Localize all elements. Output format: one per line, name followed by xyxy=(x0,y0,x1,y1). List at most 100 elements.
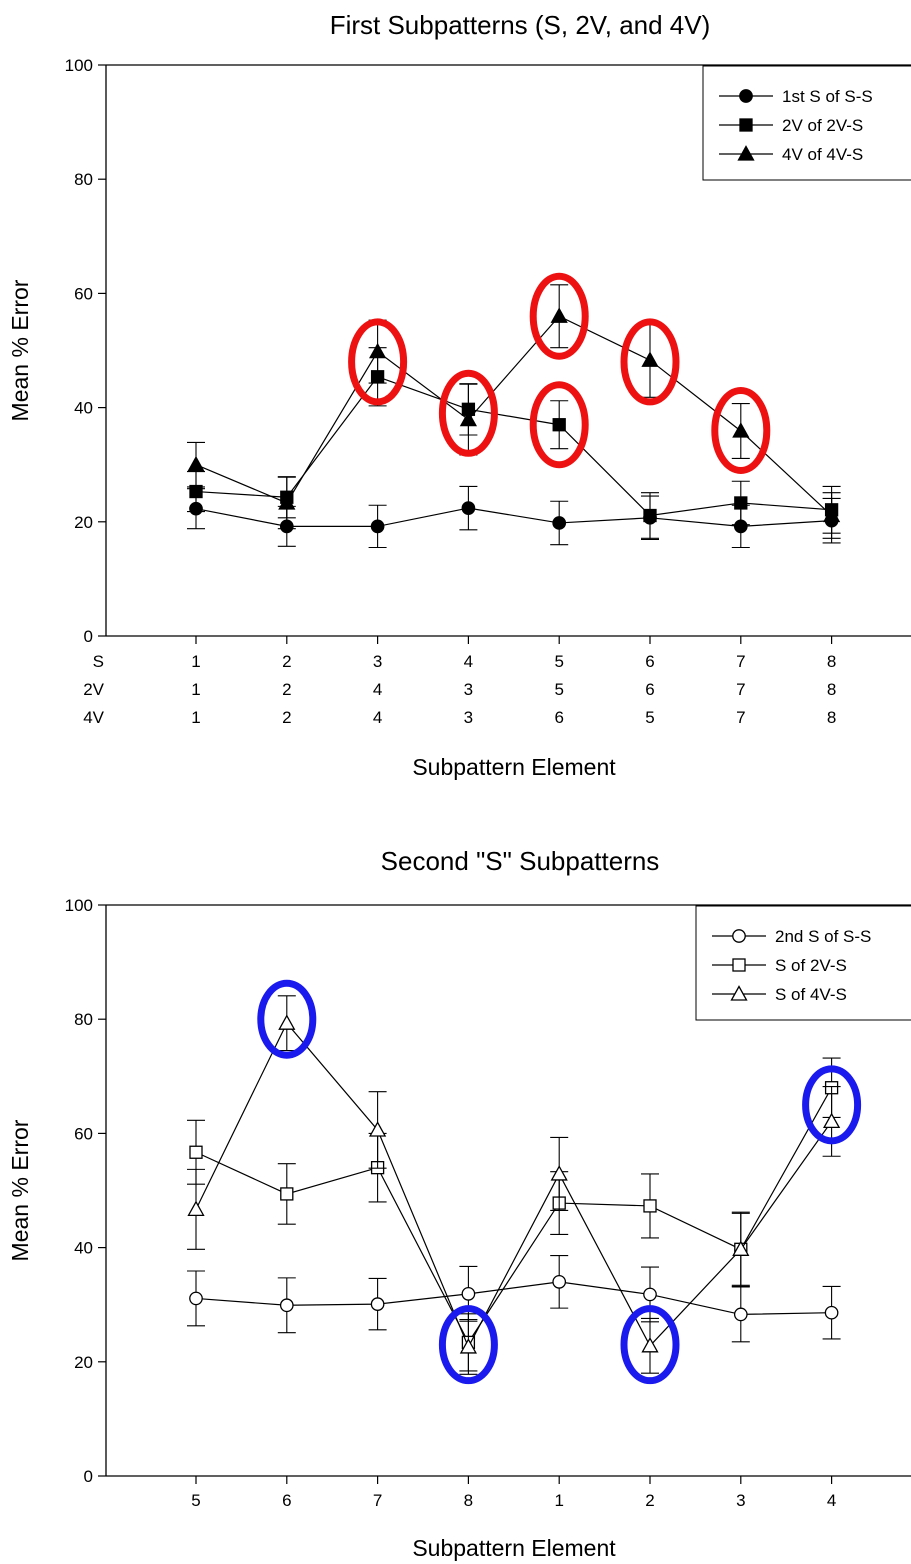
data-point-marker xyxy=(734,496,748,510)
data-point-marker xyxy=(278,1014,296,1030)
series-2 xyxy=(187,1057,841,1372)
highlight-ellipse xyxy=(620,318,680,406)
data-point-marker xyxy=(368,342,387,359)
x-tick-label: 8 xyxy=(464,1491,473,1510)
data-point-marker xyxy=(733,1307,748,1322)
legend-label: 4V of 4V-S xyxy=(782,145,863,164)
x-tick-label: 1 xyxy=(191,652,200,671)
highlight-ellipse xyxy=(529,272,589,360)
data-point-marker xyxy=(822,506,841,523)
x-tick-label: 5 xyxy=(191,1491,200,1510)
legend-marker xyxy=(732,958,746,972)
series-line xyxy=(195,315,833,516)
data-point-marker xyxy=(278,494,296,510)
x-tick-label: 6 xyxy=(645,652,654,671)
data-point-marker xyxy=(552,1275,567,1289)
data-point-marker xyxy=(461,1287,476,1301)
x-tick-label: 4 xyxy=(464,652,473,671)
x-axis-title: Subpattern Element xyxy=(412,1535,616,1561)
data-point-marker xyxy=(643,1199,657,1213)
legend-label: 2nd S of S-S xyxy=(775,927,871,946)
y-axis-title: Mean % Error xyxy=(7,1119,33,1261)
data-point-marker xyxy=(824,1305,839,1320)
data-point-marker xyxy=(641,351,659,367)
highlight-ellipse xyxy=(529,381,589,469)
data-point-marker xyxy=(643,1287,657,1302)
y-tick-label: 60 xyxy=(74,1124,93,1143)
x-tick-label: 8 xyxy=(827,680,836,699)
legend-label: 1st S of S-S xyxy=(782,87,873,106)
legend-marker xyxy=(730,985,748,1001)
legend-marker xyxy=(732,929,746,943)
x-tick-label: 1 xyxy=(554,1491,563,1510)
chart-title: First Subpatterns (S, 2V, and 4V) xyxy=(330,10,711,40)
legend-box xyxy=(702,65,911,181)
x-label-row-name: 2V xyxy=(83,680,104,699)
x-tick-label: 6 xyxy=(554,708,563,727)
x-tick-label: 2 xyxy=(282,652,291,671)
x-tick-label: 8 xyxy=(827,652,836,671)
legend-label: S of 2V-S xyxy=(775,956,847,975)
data-point-marker xyxy=(189,1291,203,1306)
data-point-marker xyxy=(732,1240,750,1256)
chart-panel-first-subpatterns: First Subpatterns (S, 2V, and 4V) 0 20 40 60… xyxy=(7,10,911,780)
legend-marker xyxy=(737,145,755,161)
data-point-marker xyxy=(189,1145,203,1159)
x-tick-label: 1 xyxy=(191,680,200,699)
legend: 2nd S of S-S S of 2V-S S of 4V-S xyxy=(695,905,911,1021)
x-tick-label: 5 xyxy=(645,708,654,727)
highlight-ellipse xyxy=(620,1305,680,1385)
legend-box xyxy=(695,905,911,1021)
y-tick-label: 80 xyxy=(74,170,93,189)
data-point-marker xyxy=(187,455,205,472)
x-tick-label: 2 xyxy=(282,708,291,727)
x-tick-label: 5 xyxy=(554,652,563,671)
legend-label: S of 4V-S xyxy=(775,985,847,1004)
data-point-marker xyxy=(550,1165,568,1181)
series-line xyxy=(195,1087,833,1344)
x-tick-label: 4 xyxy=(373,708,382,727)
x-tick-label: 6 xyxy=(282,1491,291,1510)
data-point-marker xyxy=(550,307,568,323)
data-point-marker xyxy=(552,516,567,530)
x-tick-label: 3 xyxy=(464,680,473,699)
x-tick-label: 1 xyxy=(191,708,200,727)
chart-title: Second "S" Subpatterns xyxy=(381,846,660,876)
x-tick-label: 2 xyxy=(282,680,291,699)
x-label-row-name: 4V xyxy=(83,708,104,727)
x-tick-label: 5 xyxy=(554,680,563,699)
y-axis-title: Mean % Error xyxy=(7,279,33,421)
chart-panel-second-s-subpatterns: Second "S" Subpatterns 0 20 40 60 80 100 5 6 7 8 1 2… xyxy=(7,846,911,1561)
highlight-ellipse xyxy=(438,1305,498,1385)
highlight-ellipse xyxy=(257,979,317,1059)
y-tick-label: 20 xyxy=(74,513,93,532)
x-label-row-name: S xyxy=(93,652,104,671)
y-tick-label: 80 xyxy=(74,1010,93,1029)
x-tick-label: 3 xyxy=(464,708,473,727)
y-tick-label: 100 xyxy=(65,56,93,75)
legend-label: 2V of 2V-S xyxy=(782,116,863,135)
x-tick-label: 7 xyxy=(736,708,745,727)
x-tick-label: 4 xyxy=(373,680,382,699)
data-point-marker xyxy=(370,519,385,534)
data-point-marker xyxy=(459,1338,478,1354)
series-line xyxy=(195,1281,832,1316)
y-tick-label: 0 xyxy=(84,1467,93,1486)
highlight-ellipse xyxy=(348,318,408,406)
data-point-marker xyxy=(732,422,750,438)
y-tick-label: 40 xyxy=(74,1239,93,1258)
legend-marker xyxy=(739,118,753,132)
legend: 1st S of S-S 2V of 2V-S 4V of 4V-S xyxy=(702,65,911,181)
y-tick-label: 60 xyxy=(74,284,93,303)
x-tick-label: 2 xyxy=(645,1491,654,1510)
x-tick-label: 7 xyxy=(373,1491,382,1510)
data-point-marker xyxy=(280,1187,294,1201)
data-point-marker xyxy=(643,508,657,523)
x-tick-label: 6 xyxy=(645,680,654,699)
y-tick-label: 20 xyxy=(74,1353,93,1372)
y-tick-label: 40 xyxy=(74,399,93,418)
data-point-marker xyxy=(461,501,476,515)
data-point-marker xyxy=(822,1112,841,1129)
data-point-marker xyxy=(279,1298,294,1313)
